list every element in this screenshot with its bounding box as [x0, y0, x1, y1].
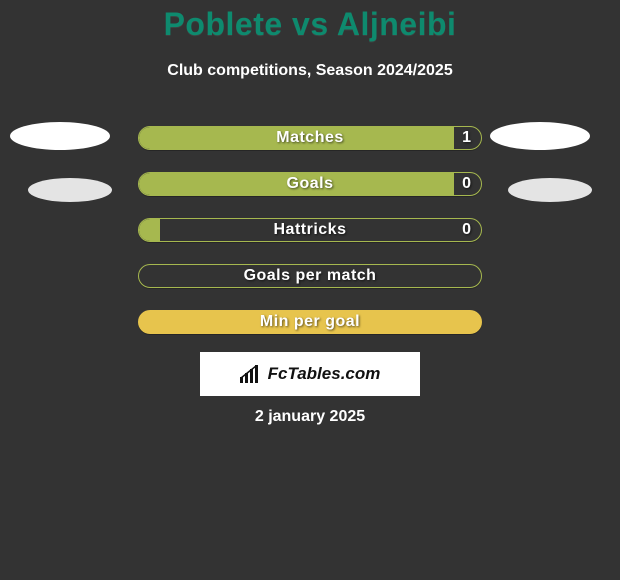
decorative-ellipse	[10, 122, 110, 150]
stat-row-value: 1	[462, 127, 471, 149]
branding-text: FcTables.com	[268, 364, 381, 384]
bars-icon	[240, 365, 262, 383]
stat-row-label: Goals per match	[139, 265, 481, 287]
decorative-ellipse	[490, 122, 590, 150]
page-subtitle: Club competitions, Season 2024/2025	[0, 62, 620, 80]
stat-row-label: Min per goal	[139, 311, 481, 333]
stat-row: Matches1	[138, 126, 482, 150]
stat-row: Min per goal	[138, 310, 482, 334]
comparison-card: Poblete vs Aljneibi Club competitions, S…	[0, 0, 620, 580]
decorative-ellipse	[508, 178, 592, 202]
branding-box: FcTables.com	[200, 352, 420, 396]
stat-row: Goals per match	[138, 264, 482, 288]
stat-row-label: Matches	[139, 127, 481, 149]
stat-row-label: Goals	[139, 173, 481, 195]
stat-row-value: 0	[462, 173, 471, 195]
date-text: 2 january 2025	[0, 408, 620, 426]
stat-row-value: 0	[462, 219, 471, 241]
decorative-ellipse	[28, 178, 112, 202]
stat-row: Goals0	[138, 172, 482, 196]
stat-row: Hattricks0	[138, 218, 482, 242]
page-title: Poblete vs Aljneibi	[0, 6, 620, 43]
stat-row-label: Hattricks	[139, 219, 481, 241]
